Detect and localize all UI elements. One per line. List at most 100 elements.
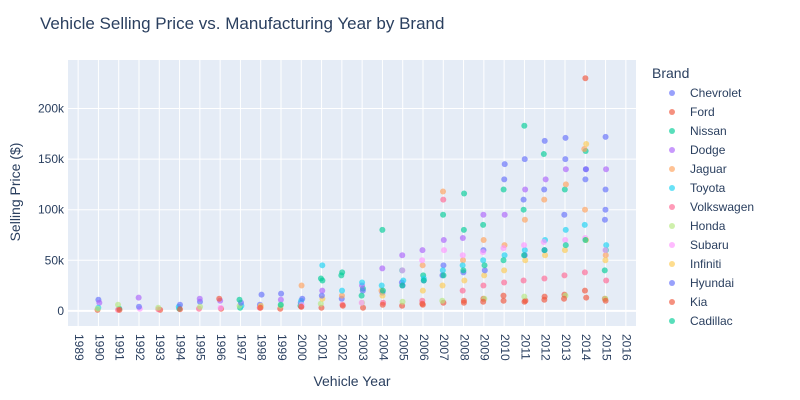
data-point[interactable]: [541, 275, 548, 282]
data-point[interactable]: [562, 134, 569, 141]
data-point[interactable]: [500, 297, 507, 304]
data-point[interactable]: [562, 181, 569, 188]
data-point[interactable]: [440, 211, 447, 218]
data-point[interactable]: [602, 206, 609, 213]
data-point[interactable]: [461, 190, 468, 197]
data-point[interactable]: [561, 272, 568, 279]
data-point[interactable]: [603, 277, 610, 284]
data-point[interactable]: [176, 301, 183, 308]
data-point[interactable]: [440, 262, 447, 269]
data-point[interactable]: [501, 267, 508, 274]
data-point[interactable]: [521, 252, 528, 259]
data-point[interactable]: [420, 277, 427, 284]
data-point[interactable]: [603, 242, 610, 249]
data-point[interactable]: [541, 196, 548, 203]
data-point[interactable]: [602, 252, 609, 259]
data-point[interactable]: [562, 226, 569, 233]
legend-item-hyundai[interactable]: Hyundai: [669, 276, 734, 290]
data-point[interactable]: [177, 306, 184, 313]
data-point[interactable]: [338, 292, 345, 299]
data-point[interactable]: [521, 293, 528, 300]
data-point[interactable]: [521, 122, 528, 129]
data-point[interactable]: [419, 257, 426, 264]
data-point[interactable]: [419, 247, 426, 254]
data-point[interactable]: [561, 295, 568, 302]
data-point[interactable]: [358, 292, 365, 299]
data-point[interactable]: [339, 269, 346, 276]
data-point[interactable]: [379, 265, 386, 272]
data-point[interactable]: [582, 237, 589, 244]
data-point[interactable]: [521, 156, 528, 163]
data-point[interactable]: [520, 196, 527, 203]
legend-item-infiniti[interactable]: Infiniti: [669, 257, 721, 271]
data-point[interactable]: [501, 279, 508, 286]
data-point[interactable]: [500, 257, 507, 264]
data-point[interactable]: [602, 186, 609, 193]
data-point[interactable]: [439, 282, 446, 289]
data-point[interactable]: [501, 252, 508, 259]
data-point[interactable]: [582, 206, 589, 213]
data-point[interactable]: [298, 282, 305, 289]
data-point[interactable]: [541, 296, 548, 303]
legend-item-honda[interactable]: Honda: [669, 219, 726, 233]
data-point[interactable]: [440, 237, 447, 244]
data-point[interactable]: [521, 298, 528, 305]
data-point[interactable]: [440, 272, 447, 279]
data-point[interactable]: [96, 299, 103, 306]
data-point[interactable]: [115, 301, 122, 308]
data-point[interactable]: [135, 294, 142, 301]
legend-item-kia[interactable]: Kia: [669, 295, 708, 309]
legend-item-nissan[interactable]: Nissan: [669, 124, 727, 138]
data-point[interactable]: [501, 211, 508, 218]
data-point[interactable]: [94, 305, 101, 312]
data-point[interactable]: [480, 211, 487, 218]
data-point[interactable]: [521, 247, 528, 254]
data-point[interactable]: [480, 282, 487, 289]
data-point[interactable]: [582, 75, 589, 82]
data-point[interactable]: [542, 176, 549, 183]
data-point[interactable]: [581, 269, 588, 276]
data-point[interactable]: [602, 247, 609, 254]
data-point[interactable]: [562, 156, 569, 163]
data-point[interactable]: [480, 298, 487, 305]
legend-item-jaguar[interactable]: Jaguar: [669, 162, 727, 176]
data-point[interactable]: [399, 282, 406, 289]
data-point[interactable]: [440, 196, 447, 203]
data-point[interactable]: [481, 262, 488, 269]
data-point[interactable]: [318, 292, 325, 299]
data-point[interactable]: [582, 166, 589, 173]
data-point[interactable]: [583, 140, 590, 147]
data-point[interactable]: [217, 304, 224, 311]
data-point[interactable]: [379, 292, 386, 299]
data-point[interactable]: [602, 133, 609, 140]
data-point[interactable]: [358, 299, 365, 306]
data-point[interactable]: [460, 267, 467, 274]
data-point[interactable]: [116, 306, 123, 313]
data-point[interactable]: [481, 272, 488, 279]
data-point[interactable]: [419, 287, 426, 294]
data-point[interactable]: [561, 247, 568, 254]
legend-item-ford[interactable]: Ford: [669, 105, 715, 119]
data-point[interactable]: [299, 295, 306, 302]
data-point[interactable]: [500, 292, 507, 299]
data-point[interactable]: [602, 297, 609, 304]
data-point[interactable]: [581, 287, 588, 294]
data-point[interactable]: [501, 176, 508, 183]
legend-item-volkswagen[interactable]: Volkswagen: [669, 200, 754, 214]
data-point[interactable]: [480, 221, 487, 228]
data-point[interactable]: [460, 257, 467, 264]
data-point[interactable]: [521, 242, 528, 249]
data-point[interactable]: [520, 206, 527, 213]
legend-item-subaru[interactable]: Subaru: [669, 238, 729, 252]
data-point[interactable]: [278, 290, 285, 297]
data-point[interactable]: [561, 211, 568, 218]
data-point[interactable]: [581, 146, 588, 153]
data-point[interactable]: [562, 166, 569, 173]
data-point[interactable]: [603, 166, 610, 173]
data-point[interactable]: [561, 186, 568, 193]
data-point[interactable]: [399, 298, 406, 305]
data-point[interactable]: [541, 247, 548, 254]
data-point[interactable]: [440, 188, 447, 195]
data-point[interactable]: [479, 249, 486, 256]
legend-item-cadillac[interactable]: Cadillac: [669, 314, 733, 328]
